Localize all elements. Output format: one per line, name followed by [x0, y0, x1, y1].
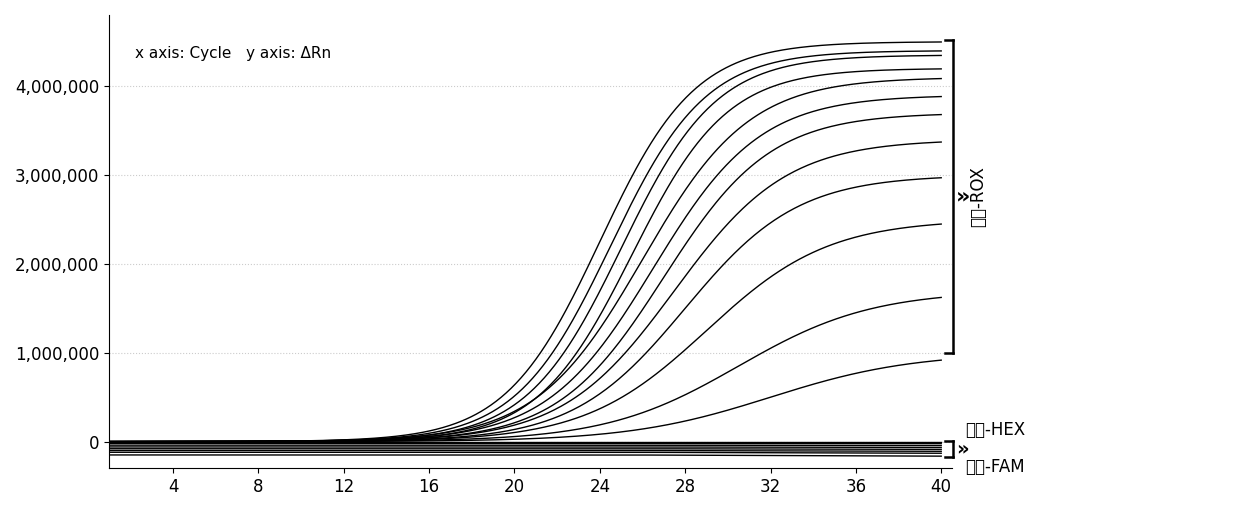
- Text: »: »: [956, 187, 971, 206]
- Text: »: »: [956, 439, 968, 458]
- Text: 山羊-HEX: 山羊-HEX: [965, 422, 1024, 439]
- Text: 质控-ROX: 质控-ROX: [970, 166, 987, 227]
- Text: x axis: Cycle   y axis: ΔRn: x axis: Cycle y axis: ΔRn: [135, 46, 331, 61]
- Text: 奶牛-FAM: 奶牛-FAM: [965, 458, 1024, 476]
